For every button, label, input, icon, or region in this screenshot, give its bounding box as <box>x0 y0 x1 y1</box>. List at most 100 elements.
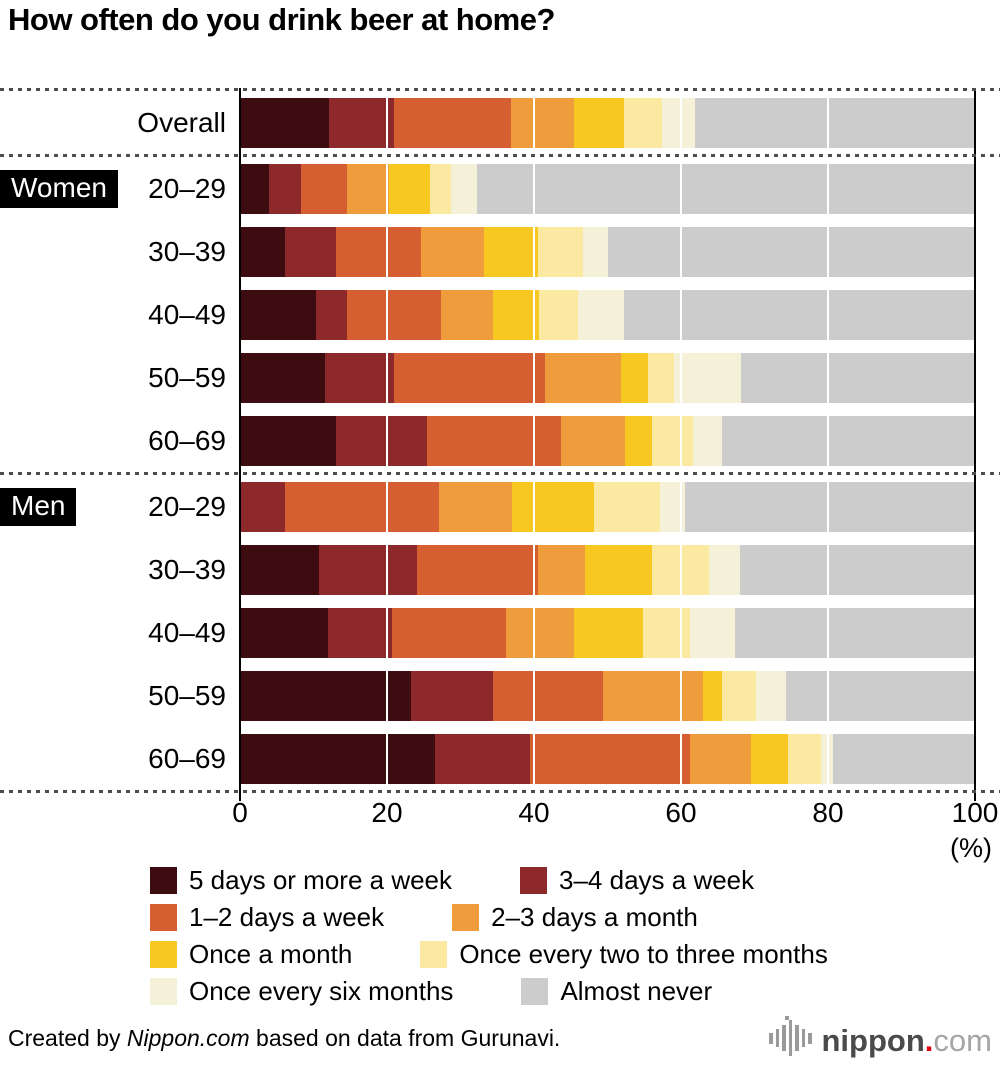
stacked-bar <box>240 97 975 148</box>
chart-section: Men 20–29 30–39 40–49 50–59 60–69 <box>0 475 1000 790</box>
chart-row: 40–49 <box>0 601 1000 664</box>
chart-section: Overall <box>0 91 1000 154</box>
legend-row: Once every six months Almost never <box>150 973 828 1009</box>
row-label: 60–69 <box>148 742 226 774</box>
bar-segment <box>652 544 709 595</box>
bar-segment <box>685 481 975 532</box>
bar-segment <box>410 670 493 721</box>
dashed-divider <box>0 472 1000 475</box>
legend-item: 2–3 days a month <box>452 902 698 933</box>
bar-segment <box>240 352 325 403</box>
bar-segment <box>786 670 975 721</box>
bar-segment <box>821 733 834 784</box>
row-label: 20–29 <box>148 490 226 522</box>
bar-segment <box>578 289 624 340</box>
legend-item: Almost never <box>521 976 712 1007</box>
bar-segment <box>328 607 393 658</box>
bar-segment <box>708 544 741 595</box>
legend-swatch <box>420 940 448 968</box>
x-tick-label: 100 <box>951 797 999 828</box>
bar-segment <box>427 415 562 466</box>
stacked-bar <box>240 733 975 784</box>
bar-segment <box>623 97 662 148</box>
bar-segment <box>603 670 704 721</box>
bar-segment <box>394 352 545 403</box>
bar-segment <box>511 97 575 148</box>
row-label: 50–59 <box>148 679 226 711</box>
bar-segment <box>689 733 751 784</box>
legend-item: Once every six months <box>150 976 453 1007</box>
logo-name: nippon <box>821 1023 925 1058</box>
credit-text: Created by Nippon.com based on data from… <box>8 1025 560 1052</box>
legend-label: 2–3 days a month <box>491 901 698 932</box>
bar-segment <box>659 481 686 532</box>
stacked-bar <box>240 670 975 721</box>
bar-segment <box>336 415 428 466</box>
x-tick-label: 80 <box>812 797 844 828</box>
bar-segment <box>240 415 337 466</box>
legend-label: 3–4 days a week <box>559 864 755 895</box>
stacked-bar <box>240 352 975 403</box>
bar-segment <box>336 226 421 277</box>
stacked-bar <box>240 481 975 532</box>
legend-item: Once every two to three months <box>420 939 828 970</box>
bar-segment <box>240 289 317 340</box>
bar-segment <box>441 289 493 340</box>
dashed-divider <box>0 154 1000 157</box>
bar-segment <box>652 415 694 466</box>
bar-segment <box>511 481 595 532</box>
legend-row: Once a month Once every two to three mont… <box>150 936 828 972</box>
x-axis: 0 20 40 60 80 100 <box>0 797 1000 831</box>
stacked-bar <box>240 289 975 340</box>
bar-segment <box>492 670 604 721</box>
row-label: 40–49 <box>148 616 226 648</box>
bar-segment <box>492 289 540 340</box>
bar-segment <box>328 97 395 148</box>
chart-row: 60–69 <box>0 409 1000 472</box>
bar-segment <box>689 607 735 658</box>
x-tick-label: 0 <box>232 797 248 828</box>
row-label: 20–29 <box>148 172 226 204</box>
bar-segment <box>506 607 575 658</box>
bar-segment <box>741 352 975 403</box>
bar-segment <box>417 544 538 595</box>
bar-segment <box>240 226 285 277</box>
stacked-bar <box>240 163 975 214</box>
bar-segment <box>529 733 690 784</box>
bar-segment <box>750 733 789 784</box>
legend-label: Almost never <box>560 975 713 1006</box>
nippon-com-logo: nippon.com <box>769 1016 992 1058</box>
x-tick-label: 20 <box>371 797 403 828</box>
legend-label: Once a month <box>189 938 353 969</box>
bar-segment <box>625 415 653 466</box>
stacked-bar-chart: Overall Women 20–29 30–39 40–49 50–59 60–69 Men… <box>0 88 1000 801</box>
credit-brand: Nippon.com <box>126 1024 250 1051</box>
bar-segment <box>476 163 975 214</box>
bar-segment <box>833 733 975 784</box>
legend-row: 5 days or more a week 3–4 days a week <box>150 862 828 898</box>
row-label: 40–49 <box>148 298 226 330</box>
dashed-divider <box>0 88 1000 91</box>
bar-segment <box>694 97 975 148</box>
bar-segment <box>240 97 329 148</box>
bar-segment <box>240 163 270 214</box>
legend-item: 3–4 days a week <box>520 865 754 896</box>
stacked-bar <box>240 226 975 277</box>
legend-item: 1–2 days a week <box>150 902 384 933</box>
row-label: 50–59 <box>148 361 226 393</box>
logo-tld: com <box>933 1023 992 1058</box>
bar-segment <box>788 733 822 784</box>
row-label: Overall <box>137 106 226 138</box>
bar-segment <box>318 544 418 595</box>
legend-item: Once a month <box>150 939 352 970</box>
bar-segment <box>269 163 301 214</box>
legend: 5 days or more a week 3–4 days a week 1–2 … <box>150 862 828 1010</box>
bar-segment <box>392 607 507 658</box>
bar-segment <box>703 670 723 721</box>
legend-swatch <box>150 903 177 931</box>
chart-row: 50–59 <box>0 346 1000 409</box>
legend-swatch <box>150 977 177 1005</box>
bar-segment <box>734 607 975 658</box>
bar-segment <box>450 163 477 214</box>
